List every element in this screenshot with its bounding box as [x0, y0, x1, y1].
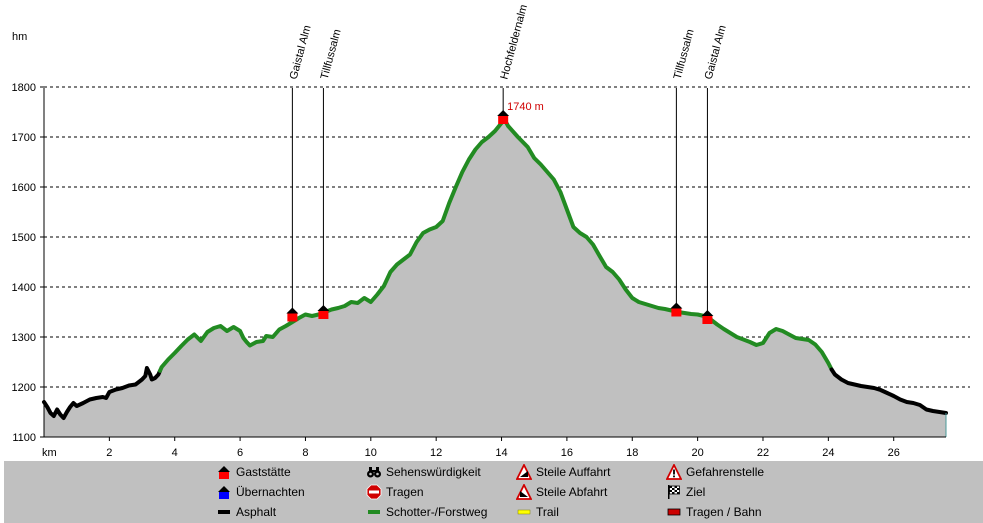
y-tick-label: 1300 — [12, 332, 36, 344]
poi-label: Tillfussalm — [319, 28, 344, 81]
x-tick-label: 24 — [822, 447, 834, 459]
carry-train-swatch — [666, 504, 682, 520]
axes — [43, 88, 946, 438]
peak-elevation-label: 1740 m — [507, 101, 544, 113]
hut-body — [671, 308, 682, 317]
profile-segment-asphalt — [829, 367, 948, 415]
legend: Gaststätte Übernachten Asphalt Sehenswürdig… — [4, 461, 983, 523]
legend-item: Tragen / Bahn — [666, 503, 762, 521]
hut-body — [498, 116, 509, 124]
y-tick-label: 1600 — [12, 182, 36, 194]
legend-label: Asphalt — [236, 505, 277, 519]
hut-icon — [216, 464, 232, 480]
hut-body — [318, 311, 329, 319]
legend-label: Übernachten — [236, 485, 305, 499]
poi-hut-marker: Gaistal Alm — [701, 24, 729, 324]
legend-item: Tragen — [366, 483, 424, 501]
y-tick-label: 1100 — [12, 432, 36, 444]
poi-hut-marker: Tillfussalm — [317, 28, 344, 319]
x-tick-label: 16 — [561, 447, 573, 459]
legend-item: Steile Abfahrt — [516, 483, 607, 501]
legend-label: Tragen — [386, 485, 424, 499]
legend-label: Gaststätte — [236, 465, 291, 479]
x-tick-label: 18 — [626, 447, 638, 459]
poi-hut-marker: Hochfeldernalm 1740 m — [497, 3, 544, 124]
y-tick-label: 1200 — [12, 382, 36, 394]
x-tick-label: 4 — [172, 447, 178, 459]
x-tick-label: 20 — [691, 447, 703, 459]
y-axis-unit: hm — [12, 31, 27, 43]
legend-item: Übernachten — [216, 483, 305, 501]
warning-icon — [666, 464, 682, 480]
legend-item: Gaststätte — [216, 463, 291, 481]
x-axis-unit: km — [42, 447, 57, 459]
poi-label: Hochfeldernalm — [498, 3, 530, 81]
legend-item: Sehenswürdigkeit — [366, 463, 481, 481]
legend-item: Asphalt — [216, 503, 276, 521]
x-tick-label: 2 — [106, 447, 112, 459]
legend-item: Gefahrenstelle — [666, 463, 764, 481]
y-tick-label: 1800 — [12, 82, 36, 94]
y-tick-label: 1700 — [12, 132, 36, 144]
legend-label: Trail — [536, 505, 559, 519]
poi-hut-marker: Tillfussalm — [670, 28, 697, 317]
y-tick-label: 1500 — [12, 232, 36, 244]
binoculars-icon — [366, 464, 382, 480]
y-tick-label: 1400 — [12, 282, 36, 294]
x-tick-label: 8 — [302, 447, 308, 459]
legend-item: Ziel — [666, 483, 705, 501]
x-tick-label: 22 — [757, 447, 769, 459]
legend-label: Ziel — [686, 485, 706, 499]
x-axis-ticks: 2 4 6 8 10 12 14 16 18 20 22 24 26 — [106, 437, 900, 459]
y-axis-ticks: 1100 1200 1300 1400 1500 1600 1700 1800 — [12, 82, 44, 444]
elevation-area — [44, 117, 946, 437]
hut-body — [287, 313, 298, 322]
gravel-swatch — [366, 504, 382, 520]
hut-roof — [701, 310, 714, 316]
hut-roof — [670, 302, 683, 309]
legend-label: Tragen / Bahn — [686, 505, 762, 519]
steep-ascent-icon — [516, 464, 532, 480]
legend-label: Steile Abfahrt — [536, 485, 608, 499]
hut-roof — [317, 305, 330, 311]
x-tick-label: 14 — [495, 447, 507, 459]
asphalt-swatch — [216, 504, 232, 520]
hut-roof — [286, 307, 299, 314]
elevation-lines — [42, 115, 948, 437]
legend-label: Steile Auffahrt — [536, 465, 611, 479]
legend-label: Schotter-/Forstweg — [386, 505, 488, 519]
legend-label: Sehenswürdigkeit — [386, 465, 481, 479]
poi-label: Gaistal Alm — [703, 24, 729, 81]
x-tick-label: 12 — [430, 447, 442, 459]
legend-item: Schotter-/Forstweg — [366, 503, 487, 521]
profile-segment-asphalt — [42, 366, 162, 420]
hut-body — [702, 316, 713, 324]
x-tick-label: 10 — [365, 447, 377, 459]
stop-sign-icon — [366, 484, 382, 500]
x-tick-label: 6 — [237, 447, 243, 459]
overnight-icon — [216, 484, 232, 500]
steep-descent-icon — [516, 484, 532, 500]
poi-label: Tillfussalm — [672, 28, 697, 81]
legend-item: Steile Auffahrt — [516, 463, 611, 481]
x-tick-label: 26 — [888, 447, 900, 459]
poi-hut-marker: Gaistal Alm — [286, 24, 314, 322]
hut-roof — [497, 110, 510, 116]
poi-label: Gaistal Alm — [288, 24, 314, 81]
legend-label: Gefahrenstelle — [686, 465, 765, 479]
trail-swatch — [516, 504, 532, 520]
legend-item: Trail — [516, 503, 559, 521]
checkered-flag-icon — [666, 484, 682, 500]
profile-segment-gravel — [158, 115, 834, 373]
